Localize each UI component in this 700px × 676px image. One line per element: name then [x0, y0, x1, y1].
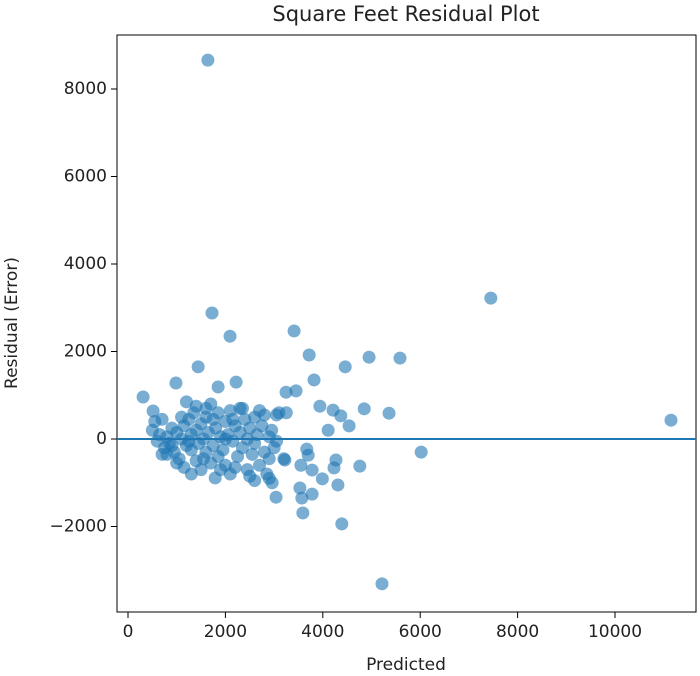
x-axis-label: Predicted — [366, 655, 446, 675]
y-tick-label: 4000 — [64, 254, 107, 274]
x-tick-label: 6000 — [399, 622, 442, 642]
point — [228, 460, 242, 474]
point — [175, 410, 189, 424]
point — [269, 490, 283, 504]
point — [265, 423, 279, 437]
y-tick-label: 0 — [96, 429, 107, 449]
point — [189, 399, 203, 413]
point — [214, 463, 228, 477]
point — [182, 434, 196, 448]
point — [277, 452, 291, 466]
point — [294, 458, 308, 472]
point — [226, 412, 240, 426]
point — [296, 506, 310, 520]
x-tick-label: 2000 — [204, 622, 247, 642]
point — [305, 487, 319, 501]
point — [382, 406, 396, 420]
point — [252, 404, 266, 418]
point — [245, 447, 259, 461]
y-axis-label: Residual (Error) — [2, 257, 22, 389]
x-tick-label: 8000 — [496, 622, 539, 642]
point — [338, 360, 352, 374]
point — [353, 459, 367, 473]
point — [289, 384, 303, 398]
point — [205, 306, 219, 320]
point — [300, 442, 314, 456]
point — [146, 404, 160, 418]
point — [196, 452, 210, 466]
point — [262, 452, 276, 466]
point — [206, 439, 220, 453]
point — [302, 348, 316, 362]
point — [357, 402, 371, 416]
point — [191, 360, 205, 374]
point — [279, 385, 293, 399]
plot-frame — [116, 34, 697, 613]
point — [165, 439, 179, 453]
point — [321, 423, 335, 437]
point — [315, 472, 329, 486]
point — [335, 517, 349, 531]
point — [248, 474, 262, 488]
point — [287, 324, 301, 338]
point — [170, 456, 184, 470]
point — [342, 419, 356, 433]
y-tick-label: 2000 — [64, 342, 107, 362]
y-tick-label: 6000 — [64, 166, 107, 186]
x-tick-label: 0 — [123, 622, 134, 642]
point — [179, 395, 193, 409]
point — [307, 373, 321, 387]
point — [664, 413, 678, 427]
point — [262, 471, 276, 485]
point — [184, 467, 198, 481]
point — [199, 401, 213, 415]
point — [201, 53, 215, 67]
point — [255, 419, 269, 433]
point — [155, 412, 169, 426]
point — [313, 399, 327, 413]
point — [216, 443, 230, 457]
point — [211, 380, 225, 394]
y-tick-label: −2000 — [49, 517, 107, 537]
point — [293, 481, 307, 495]
point — [223, 329, 237, 343]
point — [252, 458, 266, 472]
x-tick-label: 10000 — [588, 622, 642, 642]
point — [270, 434, 284, 448]
point — [393, 351, 407, 365]
point — [206, 412, 220, 426]
point — [295, 491, 309, 505]
x-tick-label: 4000 — [301, 622, 344, 642]
point — [362, 350, 376, 364]
point — [229, 375, 243, 389]
point — [305, 463, 319, 477]
point — [279, 406, 293, 420]
point — [331, 478, 345, 492]
point — [375, 577, 389, 591]
point — [235, 401, 249, 415]
point — [327, 461, 341, 475]
point — [414, 445, 428, 459]
y-tick-label: 8000 — [64, 79, 107, 99]
chart-title: Square Feet Residual Plot — [272, 2, 539, 26]
point — [194, 463, 208, 477]
point — [334, 409, 348, 423]
point — [136, 390, 150, 404]
point — [169, 376, 183, 390]
point — [484, 291, 498, 305]
